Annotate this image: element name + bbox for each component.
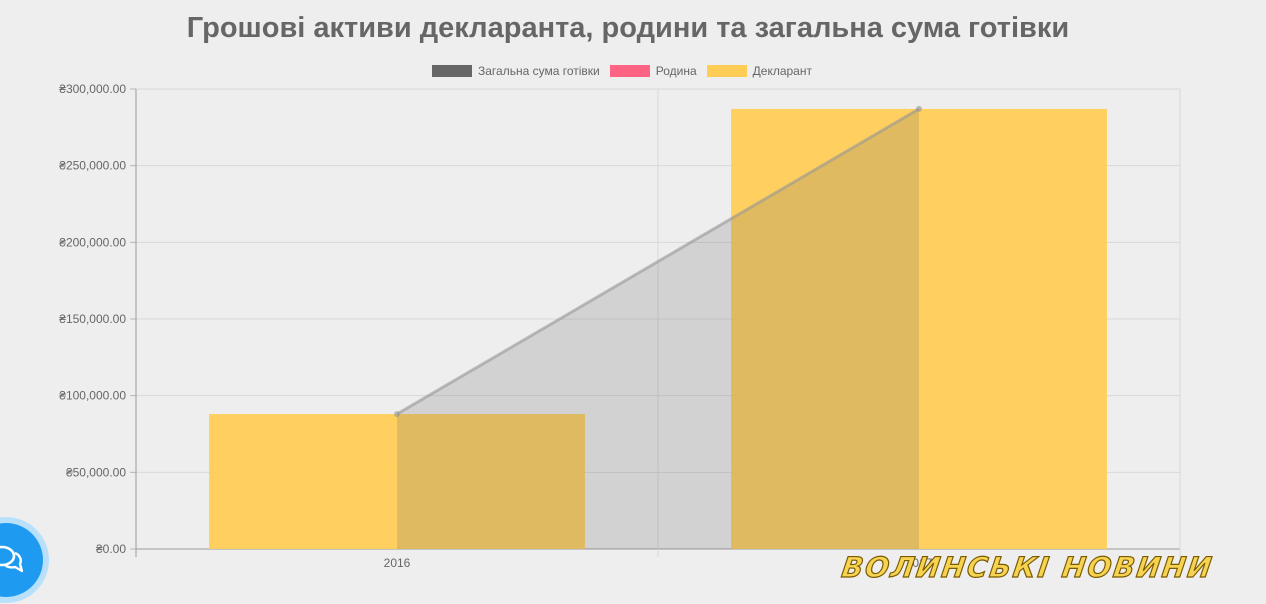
legend-label-declarant: Декларант [752,64,812,78]
point-total-cash [916,105,922,112]
y-tick-label: ₴150,000.00 [59,312,126,326]
y-tick-label: ₴300,000.00 [59,82,126,96]
legend-item-total-cash[interactable]: Загальна сума готівки [432,64,600,78]
site-logo-watermark: ВОЛИНСЬКІ НОВИНИ [839,550,1216,584]
point-total-cash [394,411,400,418]
y-tick-label: ₴50,000.00 [66,465,126,479]
chart-legend: Загальна сума готівки Родина Декларант [0,64,1244,78]
y-tick-label: ₴200,000.00 [59,235,126,249]
y-tick-label: ₴0.00 [96,542,126,556]
x-tick-label: 2017 [906,556,933,570]
legend-swatch-declarant [706,65,747,77]
legend-item-family[interactable]: Родина [609,64,697,78]
chat-bubbles-icon [0,545,23,573]
y-tick-label: ₴100,000.00 [59,389,126,403]
legend-swatch-family [609,65,650,77]
legend-label-family: Родина [655,64,697,78]
line-total-cash [396,107,920,416]
x-tick-label: 2016 [384,556,411,570]
legend-item-declarant[interactable]: Декларант [706,64,812,78]
chat-widget-inner [0,523,43,597]
bar-declarant [209,414,585,549]
area-total-cash [397,108,919,549]
y-tick-label: ₴250,000.00 [59,159,126,173]
chart-title: Грошові активи декларанта, родини та заг… [186,12,1070,44]
legend-swatch-total-cash [432,65,472,77]
legend-label-total-cash: Загальна сума готівки [478,64,600,78]
